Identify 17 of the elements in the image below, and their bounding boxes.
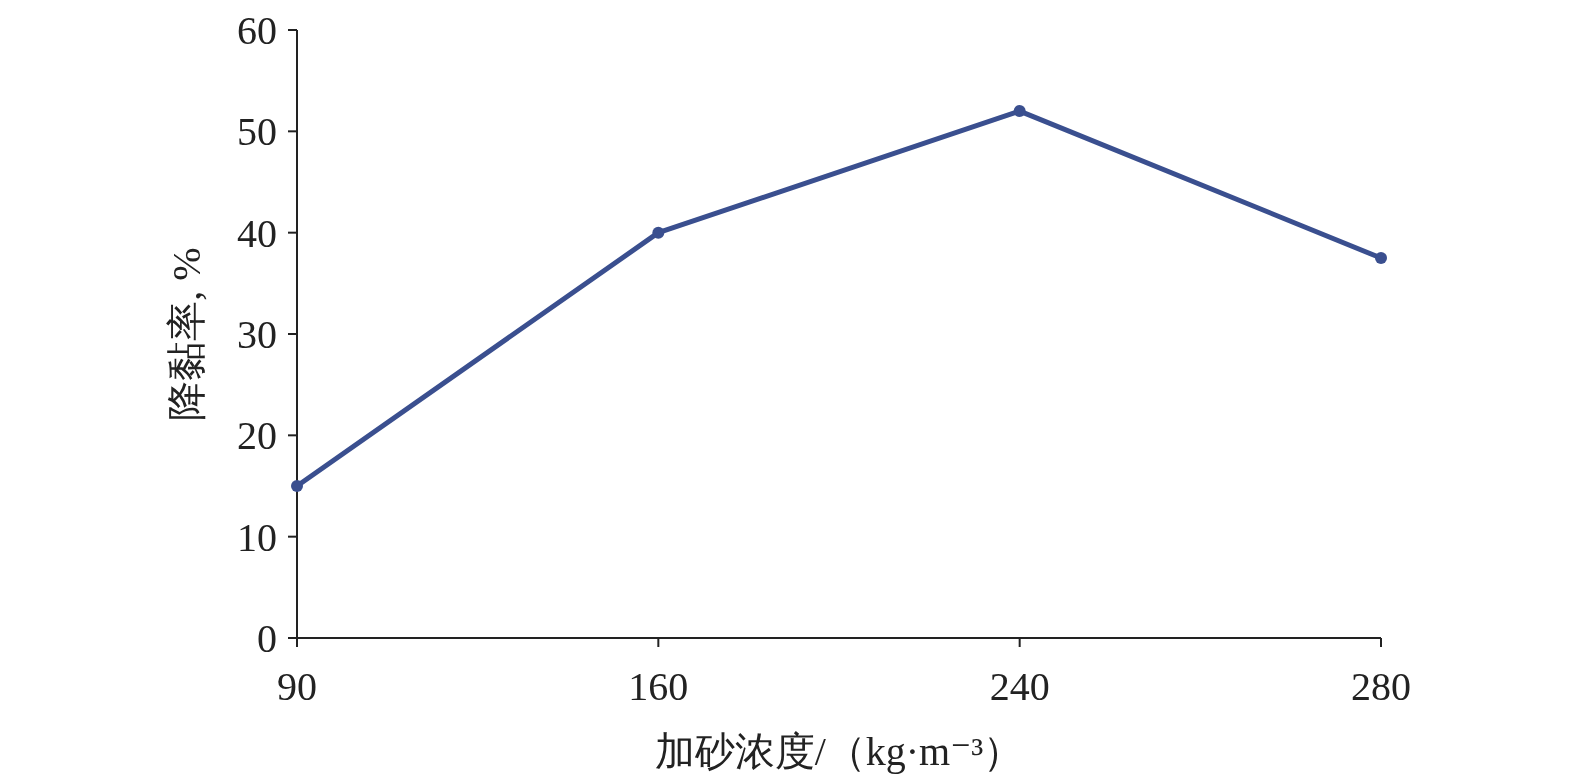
point	[652, 226, 665, 239]
y-tick-label: 50	[237, 109, 277, 155]
y-tick-label: 0	[257, 616, 277, 661]
y-tick-label: 10	[237, 514, 277, 560]
point	[291, 480, 303, 492]
x-tick-label: 280	[1351, 664, 1411, 709]
point	[1013, 105, 1026, 118]
y-tick-label: 60	[237, 8, 277, 53]
x-tick-label: 160	[628, 664, 689, 709]
x-tick-label: 240	[989, 664, 1050, 709]
x-tick-label: 90	[277, 664, 317, 709]
y-tick-label: 30	[237, 312, 277, 357]
y-tick-label: 40	[237, 210, 277, 256]
point	[1375, 252, 1387, 264]
y-tick-label: 20	[237, 413, 277, 459]
x-axis-title: 加砂浓度/（kg·m⁻³）	[654, 729, 1024, 774]
y-axis-title: 降黏率, %	[164, 247, 209, 421]
